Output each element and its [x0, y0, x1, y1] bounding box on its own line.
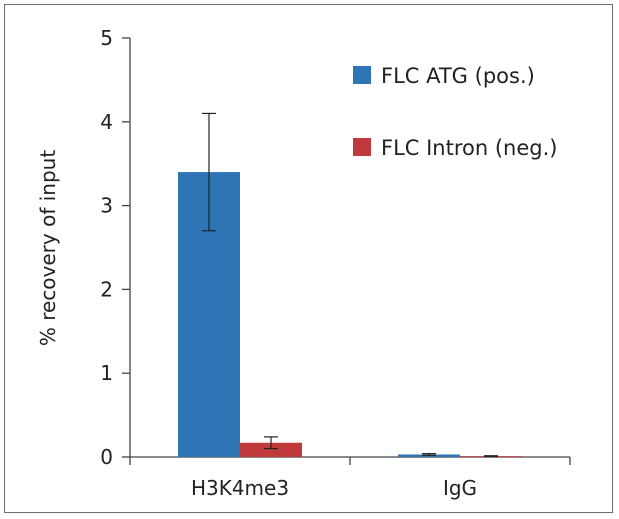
y-axis-label: % recovery of input — [36, 150, 60, 346]
legend-label: FLC ATG (pos.) — [381, 64, 535, 88]
legend-swatch — [353, 138, 371, 156]
bars — [178, 172, 522, 457]
bar — [240, 442, 302, 457]
x-category-label: IgG — [443, 476, 477, 500]
legend: FLC ATG (pos.) FLC Intron (neg.) — [353, 64, 557, 160]
error-bars — [202, 112, 498, 458]
y-tick-label: 4 — [100, 110, 113, 134]
chart-frame — [4, 4, 613, 513]
y-tick-label: 5 — [100, 26, 113, 50]
legend-label: FLC Intron (neg.) — [381, 136, 557, 160]
legend-swatch — [353, 66, 371, 84]
y-tick-label: 0 — [100, 445, 113, 469]
x-category-label: H3K4me3 — [191, 476, 289, 500]
y-tick-label: 1 — [100, 361, 113, 385]
y-tick-label: 2 — [100, 277, 113, 301]
y-axis: 0 1 2 3 4 5 — [100, 26, 131, 469]
x-axis: H3K4me3 IgG — [129, 456, 571, 500]
y-tick-label: 3 — [100, 194, 113, 218]
